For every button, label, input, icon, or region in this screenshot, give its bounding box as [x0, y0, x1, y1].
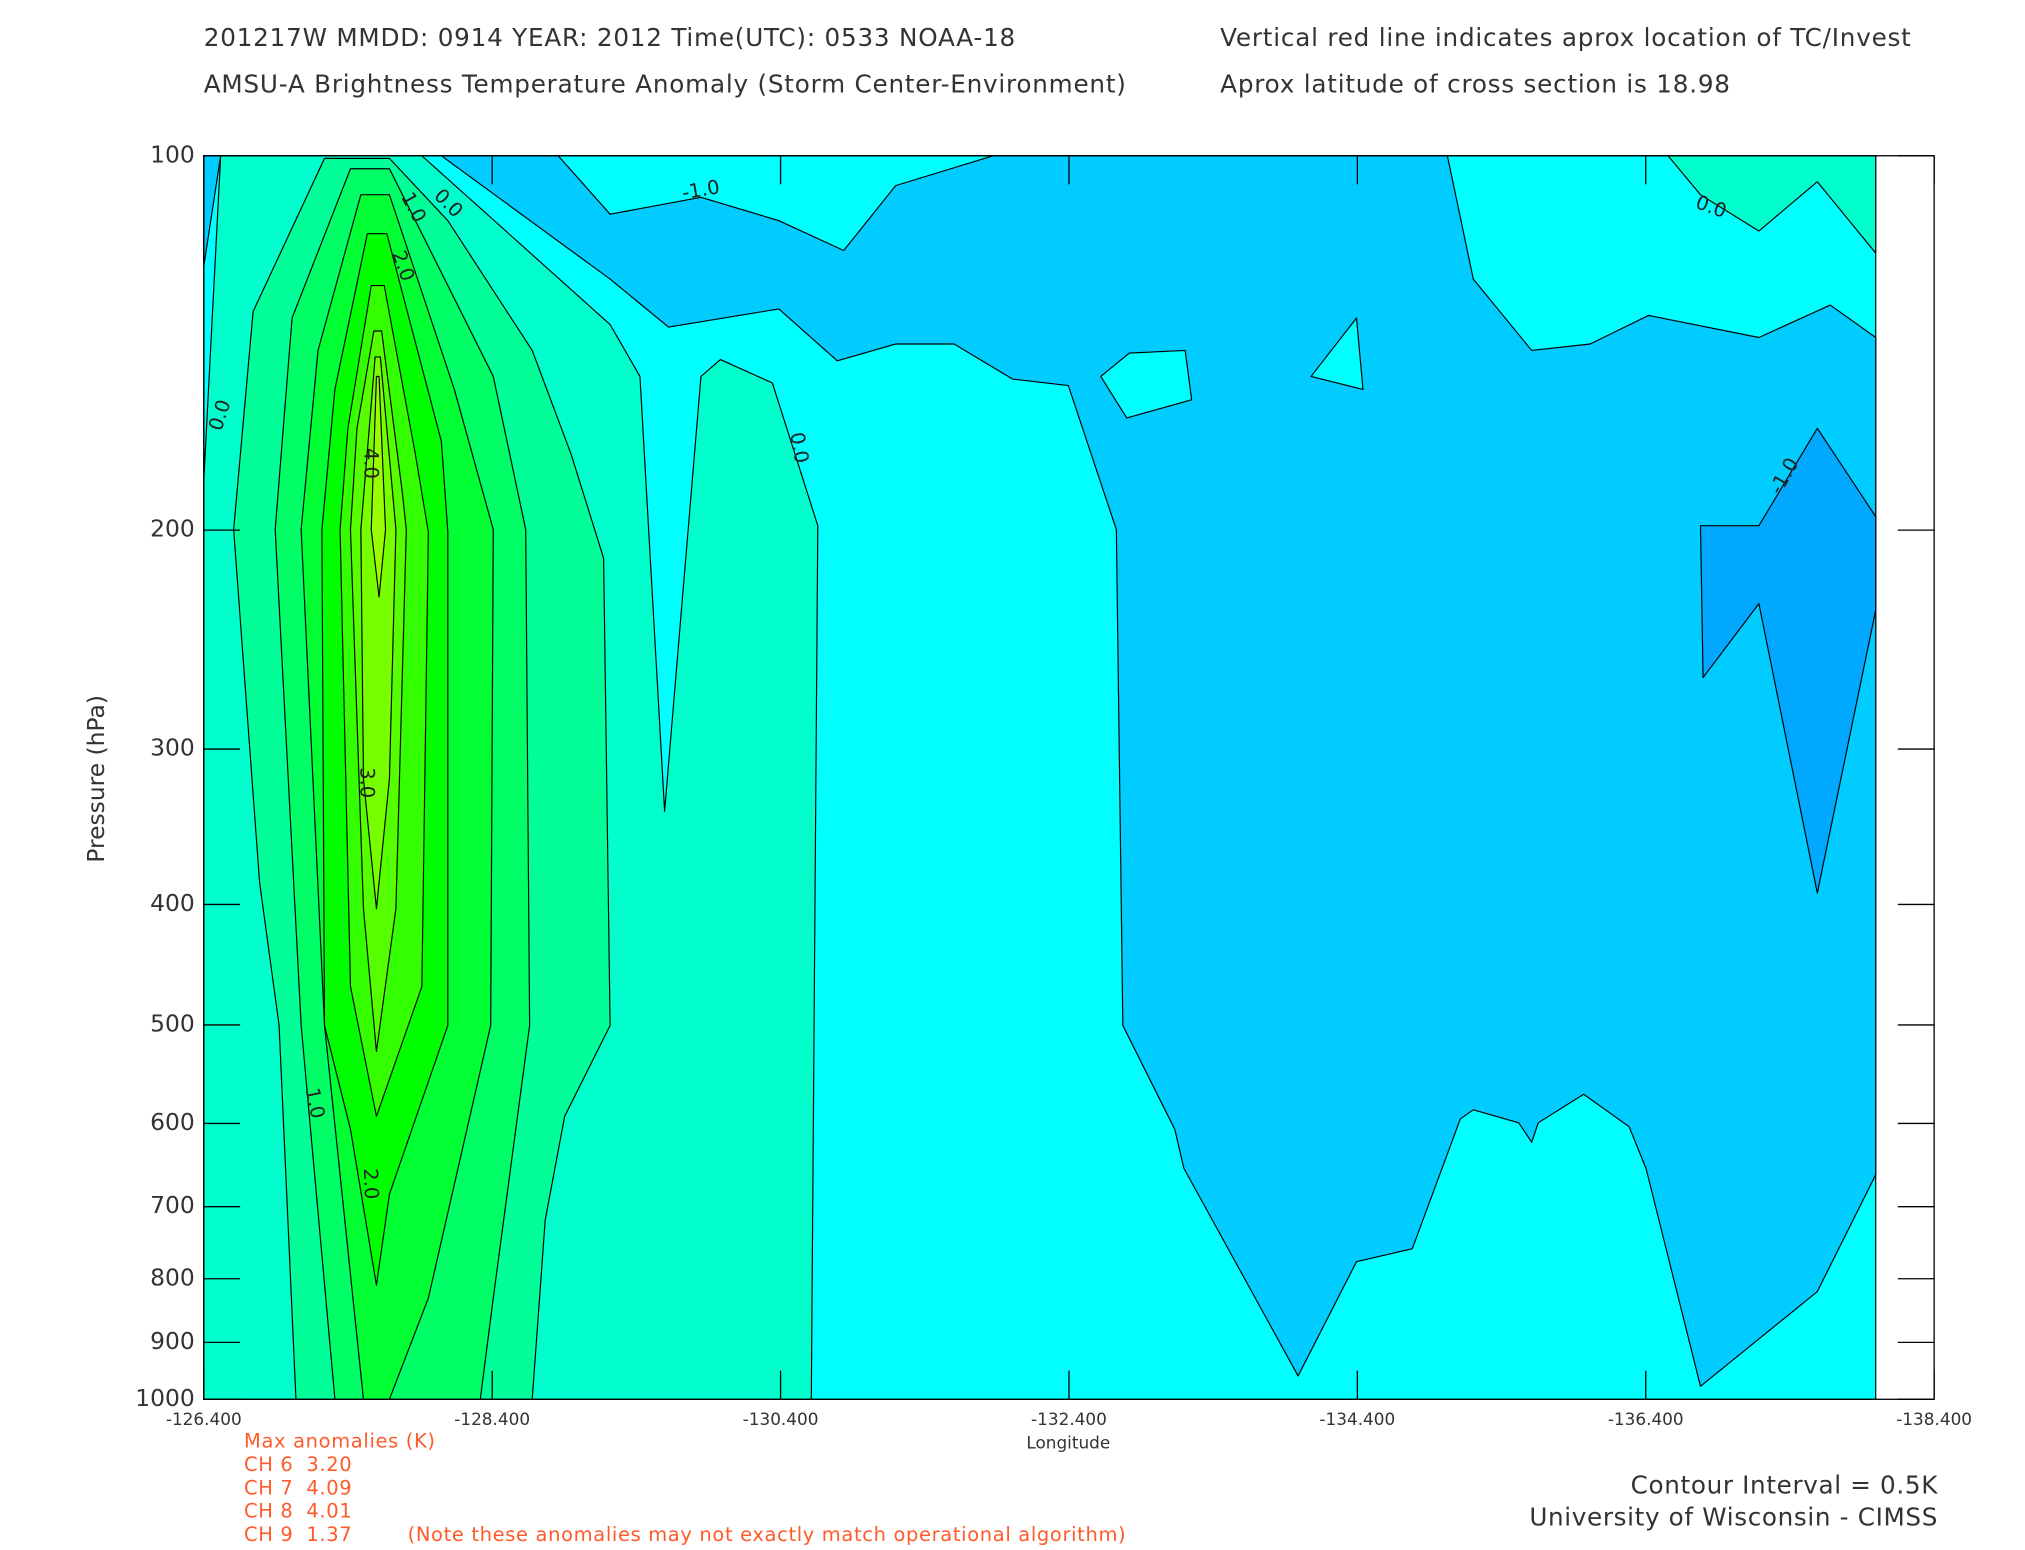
y-tick-label: 300	[150, 734, 195, 762]
footer-line: Contour Interval = 0.5K	[1631, 1470, 1939, 1499]
anomaly-channel: CH 6	[244, 1453, 293, 1476]
x-tick-label: -128.400	[454, 1409, 530, 1429]
contour-band	[370, 375, 387, 598]
footer-line: University of Wisconsin - CIMSS	[1529, 1503, 1938, 1532]
x-tick-label: -130.400	[743, 1409, 819, 1429]
plot-area: 0.0 -1.01.02.00.04.03.00.01.02.00.0-1.0	[203, 155, 1935, 1400]
contour-label: 3.0	[356, 767, 379, 798]
anomaly-channel: CH 9	[244, 1523, 293, 1546]
x-tick-label: -126.400	[166, 1409, 242, 1429]
contour-band	[360, 356, 397, 910]
x-tick-label: -136.400	[1608, 1409, 1684, 1429]
y-tick-label: 800	[150, 1263, 195, 1291]
anomaly-value: 1.37	[306, 1523, 352, 1546]
x-axis-label: Longitude	[1026, 1432, 1110, 1452]
y-tick-label: 900	[150, 1327, 195, 1355]
contour-band	[1100, 349, 1193, 419]
contour-label: 0.0	[785, 430, 813, 464]
y-tick-label: 600	[150, 1108, 195, 1136]
x-tick-label: -138.400	[1896, 1409, 1972, 1429]
x-tick-label: -134.400	[1319, 1409, 1395, 1429]
x-tick-label: -132.400	[1031, 1409, 1107, 1429]
y-tick-label: 200	[150, 515, 195, 543]
contour-label: 4.0	[359, 448, 382, 479]
anomaly-value: 4.01	[306, 1500, 352, 1523]
y-tick-label: 400	[150, 889, 195, 917]
y-tick-label: 500	[150, 1009, 195, 1037]
note-line: Aprox latitude of cross section is 18.98	[1220, 70, 1731, 99]
contour-band	[1310, 317, 1364, 390]
y-axis-label: Pressure (hPa)	[82, 695, 110, 863]
title-line: 201217W MMDD: 0914 YEAR: 2012 Time(UTC):…	[204, 23, 1016, 52]
anomaly-title: Max anomalies (K)	[244, 1430, 436, 1453]
anomaly-channel: CH 8	[244, 1500, 293, 1523]
contour-band	[1699, 427, 1877, 894]
anomaly-note: (Note these anomalies may not exactly ma…	[408, 1523, 1127, 1546]
anomaly-value: 4.09	[306, 1476, 352, 1499]
y-tick-label: 100	[150, 140, 195, 168]
contour-label: 2.0	[359, 1168, 383, 1200]
title-line: AMSU-A Brightness Temperature Anomaly (S…	[204, 70, 1127, 99]
anomaly-channel: CH 7	[244, 1476, 293, 1499]
y-tick-label: 700	[150, 1191, 195, 1219]
anomaly-value: 3.20	[306, 1453, 352, 1476]
y-tick-label: 1000	[135, 1384, 194, 1412]
note-line: Vertical red line indicates aprox locati…	[1220, 23, 1911, 52]
